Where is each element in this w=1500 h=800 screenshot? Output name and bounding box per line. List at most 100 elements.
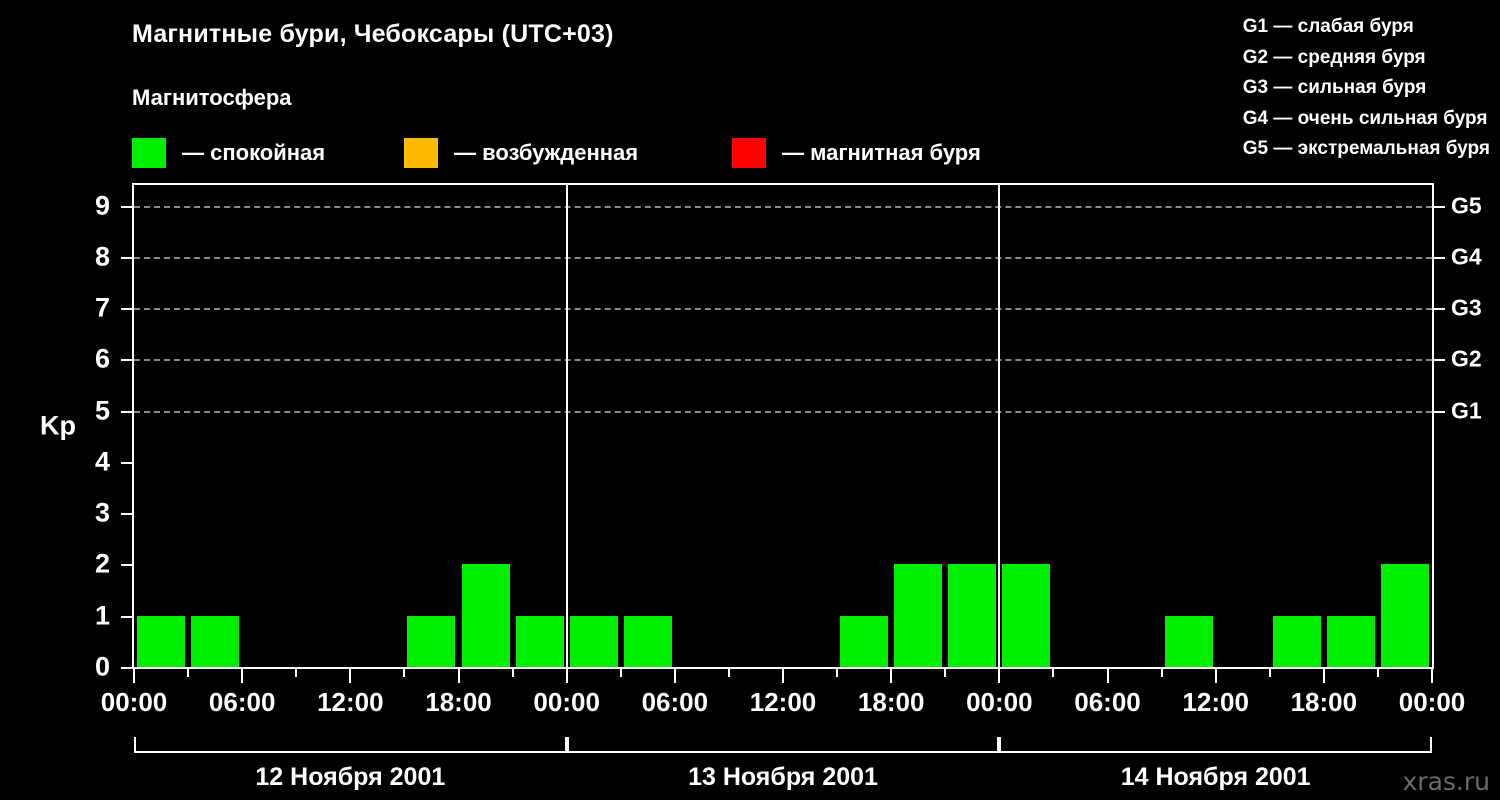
bar-kp: [948, 564, 997, 667]
x-tick-label-5: 06:00: [641, 687, 709, 717]
x-tick-label-1: 06:00: [208, 687, 276, 717]
x-tick-label-10: 12:00: [1182, 687, 1249, 717]
g-tick-label-G4: G4: [1451, 243, 1482, 270]
bar-kp: [840, 615, 889, 667]
plot-area: [132, 183, 1434, 669]
g-scale-row-g3: G3 — сильная буря: [1242, 77, 1427, 98]
x-tick-9: [619, 669, 622, 677]
bar-kp: [1326, 615, 1375, 667]
g-tick-label-G1: G1: [1451, 397, 1482, 424]
legend-label-storm: — магнитная буря: [782, 140, 981, 165]
bar-kp: [1164, 615, 1213, 667]
x-tick-23: [1376, 669, 1379, 677]
g-scale-row-g4: G4 — очень сильная буря: [1242, 107, 1488, 129]
day-separator-2: [998, 185, 1001, 667]
y-tick-label-1: 1: [94, 600, 110, 631]
bar-kp: [137, 615, 186, 667]
x-tick-8: [565, 669, 568, 683]
legend-label-quiet: — спокойная: [182, 140, 326, 165]
g-tick-G3: [1434, 308, 1445, 311]
date-label-1: 12 Ноября 2001: [255, 763, 446, 791]
x-tick-14: [890, 669, 893, 683]
y-tick-label-7: 7: [94, 292, 110, 323]
x-tick-15: [944, 669, 947, 677]
x-tick-7: [511, 669, 514, 677]
plot-inner: [134, 185, 1432, 667]
g-tick-label-G3: G3: [1451, 294, 1482, 321]
x-tick-13: [836, 669, 839, 677]
y-tick-2: [121, 564, 132, 567]
x-tick-label-11: 18:00: [1290, 687, 1358, 717]
gridline-kp-5: [134, 410, 1432, 413]
y-tick-4: [121, 461, 132, 464]
gridline-kp-8: [134, 256, 1432, 259]
gridline-kp-9: [134, 205, 1432, 208]
y-tick-label-0: 0: [94, 651, 110, 682]
gridline-kp-6: [134, 359, 1432, 362]
bar-kp: [623, 615, 672, 667]
bar-kp: [1002, 564, 1051, 667]
g-tick-G5: [1434, 205, 1445, 208]
y-tick-label-5: 5: [94, 395, 110, 426]
x-tick-1: [187, 669, 190, 677]
x-tick-label-3: 18:00: [425, 687, 492, 717]
g-tick-label-G5: G5: [1451, 192, 1482, 218]
x-tick-12: [782, 669, 784, 683]
y-tick-9: [121, 205, 132, 208]
legend-swatch-quiet-icon: [132, 138, 166, 168]
date-bracket-1: [134, 737, 567, 753]
g-scale-row-g1: G1 — слабая буря: [1242, 16, 1414, 37]
y-tick-label-4: 4: [94, 446, 110, 477]
g-tick-G1: [1434, 410, 1445, 413]
bar-kp: [515, 615, 564, 667]
x-tick-2: [241, 669, 244, 683]
x-tick-0: [133, 669, 135, 683]
y-tick-label-9: 9: [94, 190, 110, 220]
magnetosphere-section-title: Магнитосфера: [132, 85, 292, 110]
x-tick-21: [1268, 669, 1271, 677]
legend-swatch-unsettled-icon: [404, 138, 438, 168]
bar-kp: [1272, 615, 1321, 667]
bar-kp: [1380, 564, 1429, 667]
g-tick-label-G2: G2: [1451, 345, 1482, 372]
x-tick-18: [1106, 669, 1109, 683]
y-tick-8: [121, 256, 132, 259]
y-tick-7: [121, 308, 132, 311]
x-tick-label-6: 12:00: [749, 687, 817, 717]
g-scale-row-g2: G2 — средняя буря: [1242, 46, 1426, 68]
x-tick-label-0: 00:00: [100, 687, 168, 717]
date-label-2: 13 Ноября 2001: [688, 763, 878, 791]
y-tick-label-3: 3: [94, 497, 110, 528]
date-bracket-2: [566, 737, 1000, 753]
gridline-kp-7: [134, 308, 1432, 311]
y-tick-1: [121, 615, 132, 618]
y-tick-label-2: 2: [94, 548, 110, 579]
x-tick-22: [1322, 669, 1325, 683]
x-tick-20: [1214, 669, 1217, 683]
bar-kp: [894, 564, 943, 667]
g-tick-G2: [1434, 359, 1445, 362]
x-tick-19: [1160, 669, 1163, 677]
legend-swatch-storm-icon: [732, 138, 766, 168]
x-tick-17: [1052, 669, 1055, 677]
g-scale-row-g5: G5 — экстремальная буря: [1242, 138, 1490, 159]
legend-item-unsettled: — возбужденная: [404, 136, 638, 170]
x-tick-5: [403, 669, 406, 677]
bar-kp: [191, 615, 240, 667]
y-axis-title: Kp: [40, 410, 76, 441]
x-tick-3: [295, 669, 298, 677]
page-title: Магнитные бури, Чебоксары (UTC+03): [132, 20, 614, 48]
x-tick-11: [727, 669, 730, 677]
g-tick-G4: [1434, 256, 1445, 259]
bar-kp: [461, 564, 510, 667]
y-tick-3: [121, 513, 132, 516]
x-tick-label-9: 06:00: [1074, 687, 1141, 717]
x-tick-label-7: 18:00: [857, 687, 925, 717]
x-tick-label-8: 00:00: [966, 687, 1033, 717]
date-bracket-3: [999, 737, 1432, 753]
x-tick-label-2: 12:00: [317, 687, 384, 717]
x-tick-6: [457, 669, 460, 683]
legend-item-storm: — магнитная буря: [732, 136, 981, 170]
y-tick-label-8: 8: [94, 241, 110, 272]
